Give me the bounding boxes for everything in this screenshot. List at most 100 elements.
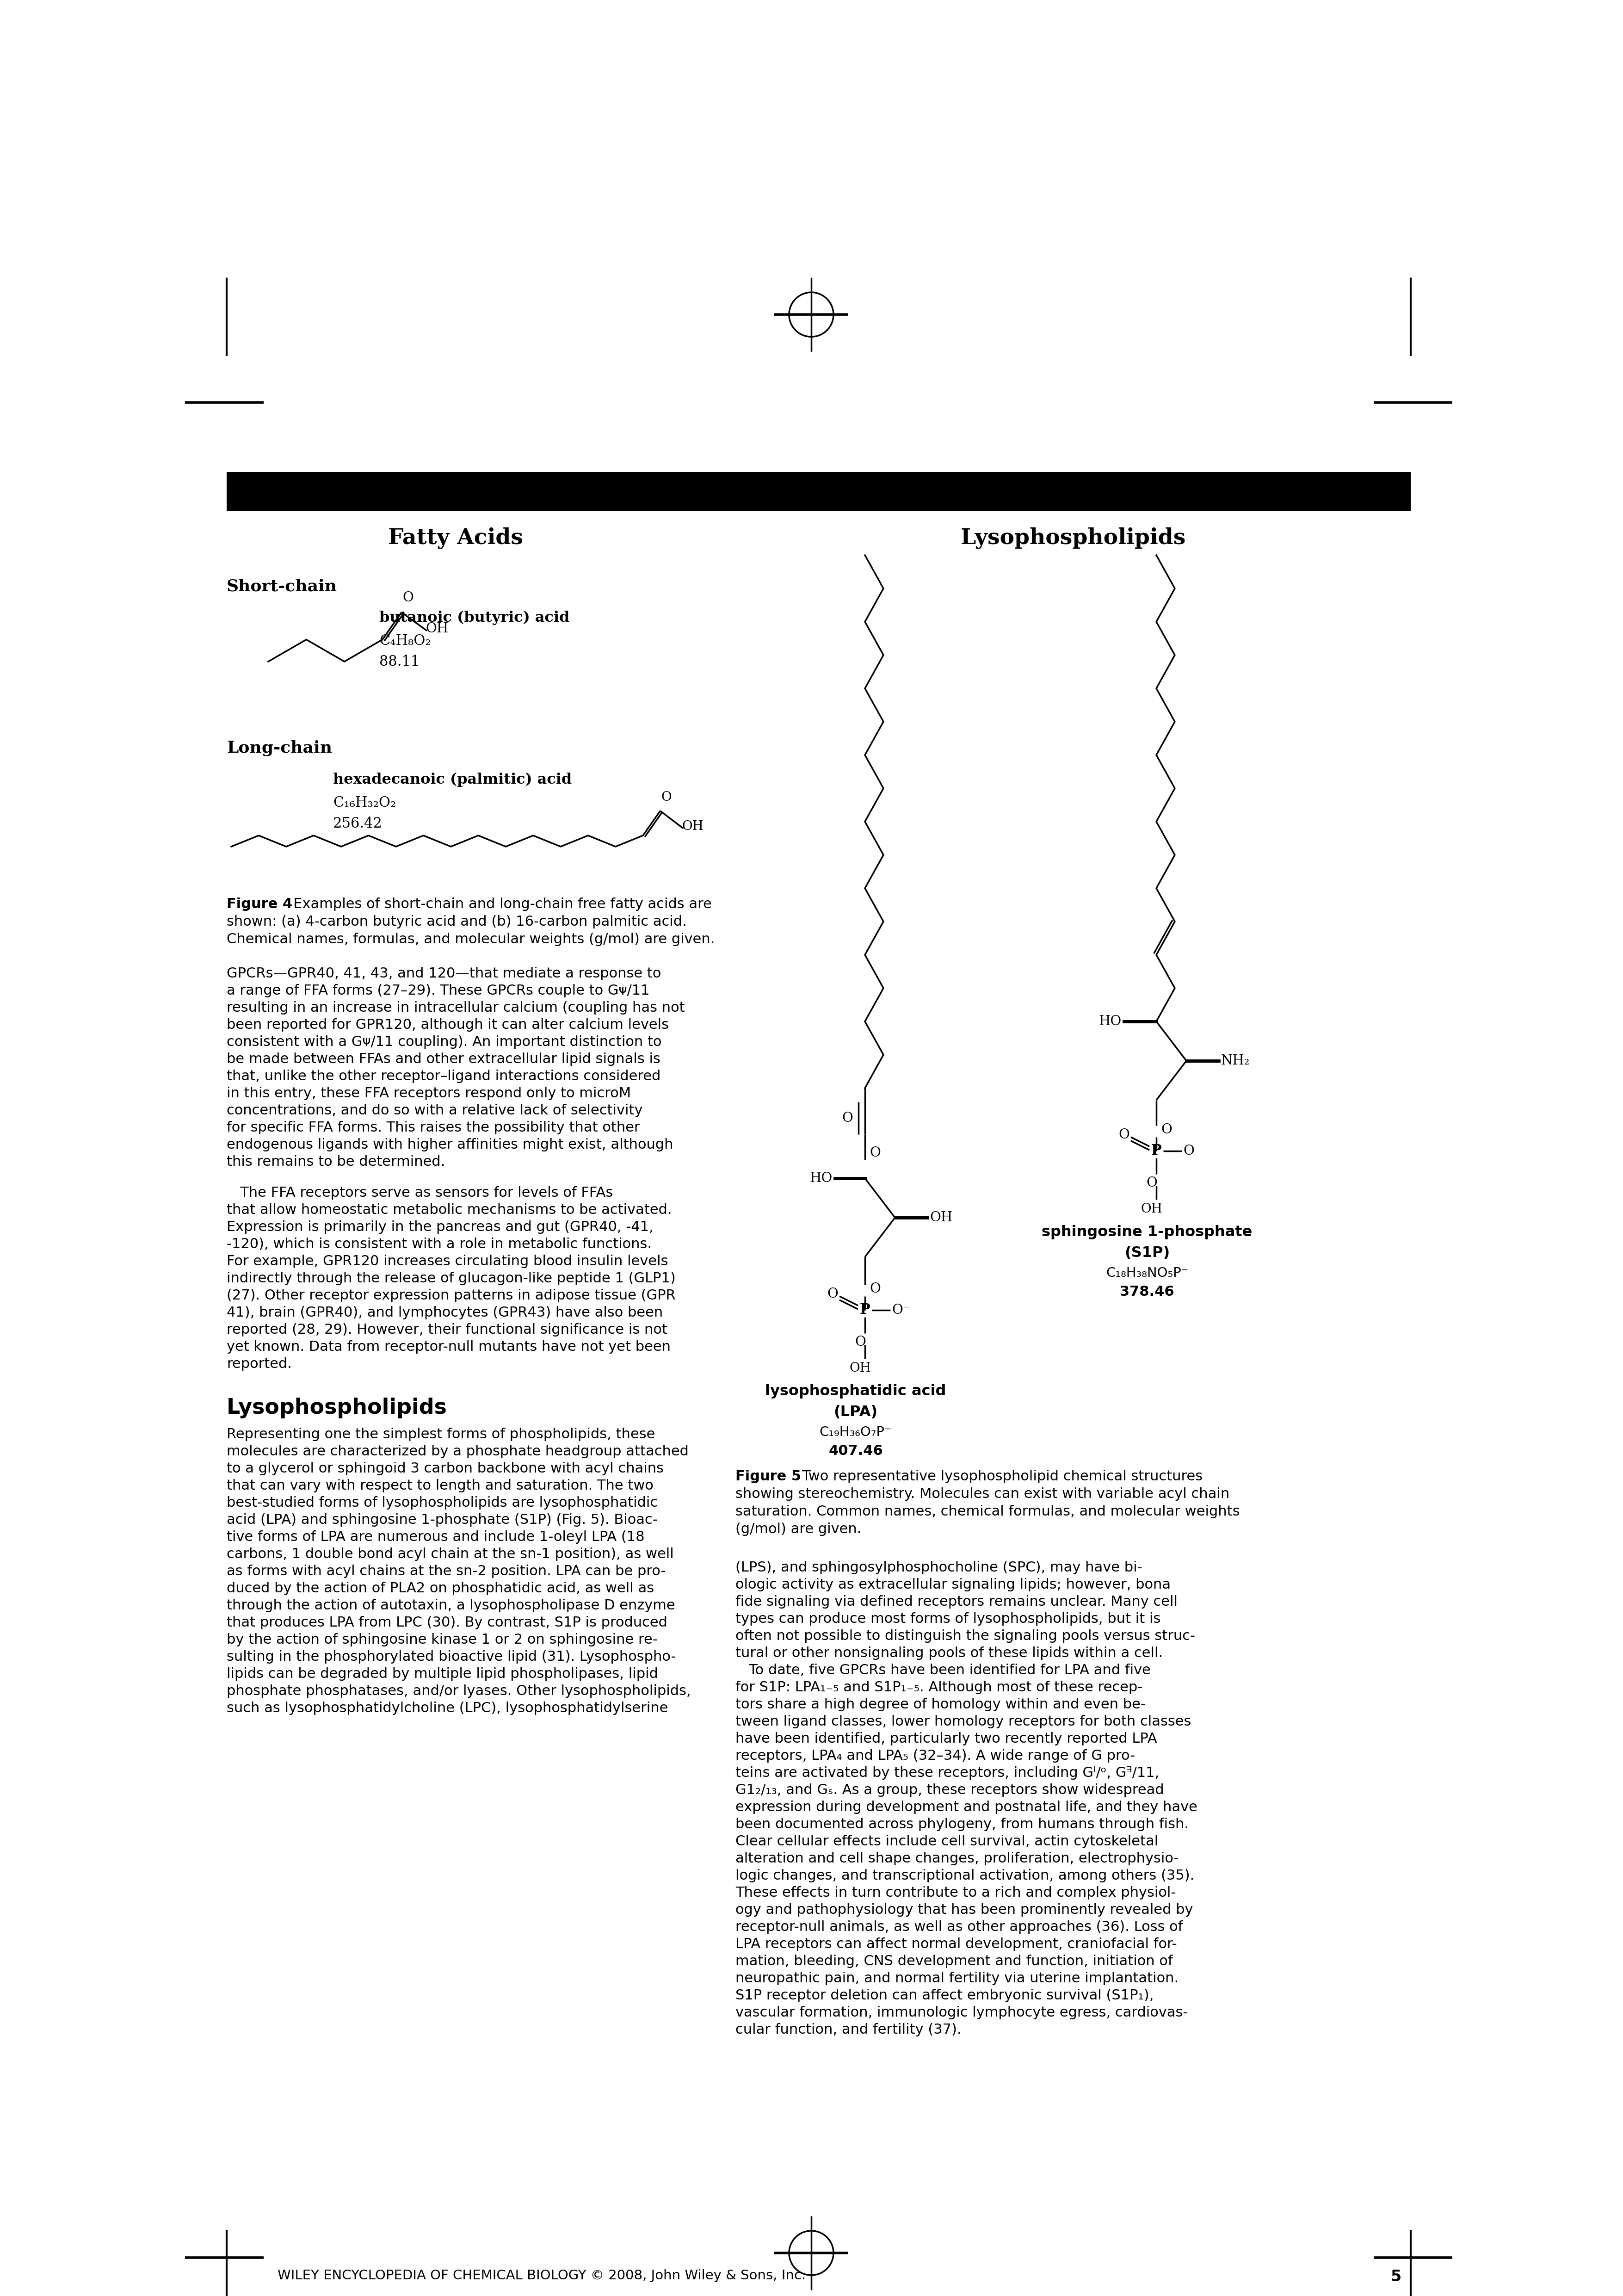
Text: to a glycerol or sphingoid 3 carbon backbone with acyl chains: to a glycerol or sphingoid 3 carbon back… xyxy=(227,1463,664,1476)
Text: Figure 5: Figure 5 xyxy=(735,1469,802,1483)
Text: endogenous ligands with higher affinities might exist, although: endogenous ligands with higher affinitie… xyxy=(227,1139,674,1153)
Text: The FFA receptors serve as sensors for levels of FFAs: The FFA receptors serve as sensors for l… xyxy=(227,1187,613,1199)
Text: through the action of autotaxin, a lysophospholipase D enzyme: through the action of autotaxin, a lysop… xyxy=(227,1598,675,1612)
Text: yet known. Data from receptor-null mutants have not yet been: yet known. Data from receptor-null mutan… xyxy=(227,1341,670,1355)
Text: showing stereochemistry. Molecules can exist with variable acyl chain: showing stereochemistry. Molecules can e… xyxy=(735,1488,1230,1502)
Text: O: O xyxy=(661,792,672,804)
Text: GPCRs—GPR40, 41, 43, and 120—that mediate a response to: GPCRs—GPR40, 41, 43, and 120—that mediat… xyxy=(227,967,661,980)
Text: Expression is primarily in the pancreas and gut (GPR40, -41,: Expression is primarily in the pancreas … xyxy=(227,1221,654,1233)
Text: O: O xyxy=(1160,1123,1172,1137)
Text: 407.46: 407.46 xyxy=(828,1444,883,1458)
Text: resulting in an increase in intracellular calcium (coupling has not: resulting in an increase in intracellula… xyxy=(227,1001,685,1015)
Text: OH: OH xyxy=(849,1362,872,1375)
Text: P: P xyxy=(1151,1143,1162,1157)
Text: O: O xyxy=(855,1336,865,1348)
Text: O: O xyxy=(828,1288,837,1300)
Text: for specific FFA forms. This raises the possibility that other: for specific FFA forms. This raises the … xyxy=(227,1120,639,1134)
Text: cular function, and fertility (37).: cular function, and fertility (37). xyxy=(735,2023,961,2037)
Text: for S1P: LPA₁₋₅ and S1P₁₋₅. Although most of these recep-: for S1P: LPA₁₋₅ and S1P₁₋₅. Although mos… xyxy=(735,1681,1143,1694)
Text: P: P xyxy=(860,1302,870,1318)
Text: receptors, LPA₄ and LPA₅ (32–34). A wide range of G pro-: receptors, LPA₄ and LPA₅ (32–34). A wide… xyxy=(735,1750,1134,1763)
Text: such as lysophosphatidylcholine (LPC), lysophosphatidylserine: such as lysophosphatidylcholine (LPC), l… xyxy=(227,1701,669,1715)
Text: OH: OH xyxy=(1141,1203,1162,1215)
Text: tive forms of LPA are numerous and include 1-oleyl LPA (18: tive forms of LPA are numerous and inclu… xyxy=(227,1531,644,1543)
Text: tors share a high degree of homology within and even be-: tors share a high degree of homology wit… xyxy=(735,1697,1146,1711)
Text: OH: OH xyxy=(425,622,448,636)
Text: Short-chain: Short-chain xyxy=(227,579,338,595)
Text: receptor-null animals, as well as other approaches (36). Loss of: receptor-null animals, as well as other … xyxy=(735,1919,1183,1933)
Text: have been identified, particularly two recently reported LPA: have been identified, particularly two r… xyxy=(735,1731,1157,1745)
Text: Clear cellular effects include cell survival, actin cytoskeletal: Clear cellular effects include cell surv… xyxy=(735,1835,1159,1848)
Text: fide signaling via defined receptors remains unclear. Many cell: fide signaling via defined receptors rem… xyxy=(735,1596,1178,1609)
Text: Lysophospholipids: Lysophospholipids xyxy=(961,528,1186,549)
Text: often not possible to distinguish the signaling pools versus struc-: often not possible to distinguish the si… xyxy=(735,1630,1195,1642)
Text: as forms with acyl chains at the sn-2 position. LPA can be pro-: as forms with acyl chains at the sn-2 po… xyxy=(227,1564,665,1577)
Text: in this entry, these FFA receptors respond only to microM: in this entry, these FFA receptors respo… xyxy=(227,1086,631,1100)
Text: lipids can be degraded by multiple lipid phospholipases, lipid: lipids can be degraded by multiple lipid… xyxy=(227,1667,657,1681)
Text: C₁₈H₃₈NO₅P⁻: C₁₈H₃₈NO₅P⁻ xyxy=(1105,1267,1188,1279)
Text: hexadecanoic (palmitic) acid: hexadecanoic (palmitic) acid xyxy=(333,771,571,788)
Text: O⁻: O⁻ xyxy=(891,1304,911,1316)
Text: (LPA): (LPA) xyxy=(834,1405,878,1419)
Text: OH: OH xyxy=(930,1212,953,1224)
Text: expression during development and postnatal life, and they have: expression during development and postna… xyxy=(735,1800,1198,1814)
Text: teins are activated by these receptors, including Gᴵ/ᵒ, Gᴲ/11,: teins are activated by these receptors, … xyxy=(735,1766,1159,1779)
Text: tural or other nonsignaling pools of these lipids within a cell.: tural or other nonsignaling pools of the… xyxy=(735,1646,1162,1660)
Text: Representing one the simplest forms of phospholipids, these: Representing one the simplest forms of p… xyxy=(227,1428,656,1442)
Text: Long-chain: Long-chain xyxy=(227,739,333,755)
Text: this remains to be determined.: this remains to be determined. xyxy=(227,1155,445,1169)
Text: concentrations, and do so with a relative lack of selectivity: concentrations, and do so with a relativ… xyxy=(227,1104,643,1118)
Text: O: O xyxy=(842,1111,852,1125)
Text: OH: OH xyxy=(682,820,703,833)
Text: These effects in turn contribute to a rich and complex physiol-: These effects in turn contribute to a ri… xyxy=(735,1885,1177,1899)
Text: HO: HO xyxy=(810,1171,833,1185)
Text: 88.11: 88.11 xyxy=(380,654,420,668)
Text: ologic activity as extracellular signaling lipids; however, bona: ologic activity as extracellular signali… xyxy=(735,1577,1170,1591)
Text: LPA receptors can affect normal development, craniofacial for-: LPA receptors can affect normal developm… xyxy=(735,1938,1177,1952)
Text: be made between FFAs and other extracellular lipid signals is: be made between FFAs and other extracell… xyxy=(227,1052,661,1065)
Text: 5: 5 xyxy=(1391,2268,1401,2285)
Text: For example, GPR120 increases circulating blood insulin levels: For example, GPR120 increases circulatin… xyxy=(227,1254,669,1267)
Text: -120), which is consistent with a role in metabolic functions.: -120), which is consistent with a role i… xyxy=(227,1238,652,1251)
Text: O: O xyxy=(1146,1176,1157,1189)
Text: been documented across phylogeny, from humans through fish.: been documented across phylogeny, from h… xyxy=(735,1818,1188,1832)
Text: neuropathic pain, and normal fertility via uterine implantation.: neuropathic pain, and normal fertility v… xyxy=(735,1972,1178,1986)
Text: ogy and pathophysiology that has been prominently revealed by: ogy and pathophysiology that has been pr… xyxy=(735,1903,1193,1917)
Text: acid (LPA) and sphingosine 1-phosphate (S1P) (Fig. 5). Bioac-: acid (LPA) and sphingosine 1-phosphate (… xyxy=(227,1513,657,1527)
Text: 378.46: 378.46 xyxy=(1120,1286,1175,1300)
Text: NH₂: NH₂ xyxy=(1220,1054,1250,1068)
Text: by the action of sphingosine kinase 1 or 2 on sphingosine re-: by the action of sphingosine kinase 1 or… xyxy=(227,1632,657,1646)
Text: that allow homeostatic metabolic mechanisms to be activated.: that allow homeostatic metabolic mechani… xyxy=(227,1203,672,1217)
Text: logic changes, and transcriptional activation, among others (35).: logic changes, and transcriptional activ… xyxy=(735,1869,1195,1883)
Text: duced by the action of PLA2 on phosphatidic acid, as well as: duced by the action of PLA2 on phosphati… xyxy=(227,1582,654,1596)
Text: HO: HO xyxy=(1099,1015,1121,1029)
Text: vascular formation, immunologic lymphocyte egress, cardiovas-: vascular formation, immunologic lymphocy… xyxy=(735,2007,1188,2020)
Text: a range of FFA forms (27–29). These GPCRs couple to Gᴪ/11: a range of FFA forms (27–29). These GPCR… xyxy=(227,985,649,996)
Text: Extracellular Lipid Signals: Extracellular Lipid Signals xyxy=(1195,484,1401,501)
Text: consistent with a Gᴪ/11 coupling). An important distinction to: consistent with a Gᴪ/11 coupling). An im… xyxy=(227,1035,662,1049)
Text: O: O xyxy=(870,1283,881,1295)
Text: carbons, 1 double bond acyl chain at the sn-1 position), as well: carbons, 1 double bond acyl chain at the… xyxy=(227,1548,674,1561)
Text: (g/mol) are given.: (g/mol) are given. xyxy=(735,1522,862,1536)
Text: that, unlike the other receptor–ligand interactions considered: that, unlike the other receptor–ligand i… xyxy=(227,1070,661,1084)
Text: saturation. Common names, chemical formulas, and molecular weights: saturation. Common names, chemical formu… xyxy=(735,1504,1240,1518)
Text: lysophosphatidic acid: lysophosphatidic acid xyxy=(764,1384,946,1398)
Text: G1₂/₁₃, and Gₛ. As a group, these receptors show widespread: G1₂/₁₃, and Gₛ. As a group, these recept… xyxy=(735,1784,1164,1798)
Text: been reported for GPR120, although it can alter calcium levels: been reported for GPR120, although it ca… xyxy=(227,1017,669,1031)
Text: 41), brain (GPR40), and lymphocytes (GPR43) have also been: 41), brain (GPR40), and lymphocytes (GPR… xyxy=(227,1306,662,1320)
Text: Fatty Acids: Fatty Acids xyxy=(388,528,523,549)
Text: C₁₉H₃₆O₇P⁻: C₁₉H₃₆O₇P⁻ xyxy=(820,1426,893,1440)
Text: O: O xyxy=(870,1146,881,1159)
Text: Lysophospholipids: Lysophospholipids xyxy=(227,1398,448,1419)
Text: reported.: reported. xyxy=(227,1357,292,1371)
Text: Chemical names, formulas, and molecular weights (g/mol) are given.: Chemical names, formulas, and molecular … xyxy=(227,932,714,946)
Text: that produces LPA from LPC (30). By contrast, S1P is produced: that produces LPA from LPC (30). By cont… xyxy=(227,1616,667,1630)
Text: sphingosine 1-phosphate: sphingosine 1-phosphate xyxy=(1042,1226,1253,1240)
Text: indirectly through the release of glucagon-like peptide 1 (GLP1): indirectly through the release of glucag… xyxy=(227,1272,675,1286)
Text: 256.42: 256.42 xyxy=(333,817,383,831)
Text: Two representative lysophospholipid chemical structures: Two representative lysophospholipid chem… xyxy=(789,1469,1203,1483)
Text: mation, bleeding, CNS development and function, initiation of: mation, bleeding, CNS development and fu… xyxy=(735,1954,1173,1968)
Text: molecules are characterized by a phosphate headgroup attached: molecules are characterized by a phospha… xyxy=(227,1444,688,1458)
Text: O: O xyxy=(1118,1127,1130,1141)
Text: S1P receptor deletion can affect embryonic survival (S1P₁),: S1P receptor deletion can affect embryon… xyxy=(735,1988,1154,2002)
